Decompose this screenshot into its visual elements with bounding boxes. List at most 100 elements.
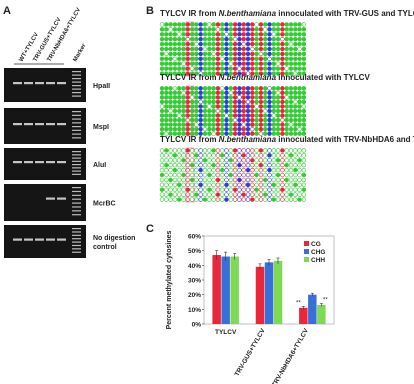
y-axis-label: Percent methylated cytosines [166,230,173,329]
methylation-dot [164,41,169,47]
methylation-dot [159,95,165,100]
methylation-dot [263,71,268,76]
ladder-band [72,167,81,169]
methylation-dot [194,22,199,27]
methylation-dot [258,86,264,91]
methylation-dot [245,192,251,197]
methylation-dot [232,148,238,153]
methylation-dot [288,61,294,66]
methylation-dot [275,56,281,62]
methylation-dot [250,36,255,42]
methylation-dot [288,86,294,91]
methylation-dot [168,61,173,66]
methylation-dot [258,61,264,66]
methylation-dot [211,187,216,192]
methylation-dot [168,36,173,42]
methylation-dot [288,46,294,52]
methylation-dot [172,131,178,136]
enzyme-label: McrBC [93,201,116,208]
methylation-dot [211,32,216,37]
methylation-dot [267,182,272,188]
methylation-dot [250,99,255,105]
methylation-dot [245,71,251,76]
methylation-dot [228,117,234,123]
methylation-dot [267,90,272,96]
methylation-dot [189,117,195,123]
methylation-dot [172,167,178,173]
methylation-dot [301,148,307,153]
methylation-dot [241,86,246,91]
gel-band [46,161,55,164]
methylation-dot [177,32,182,37]
methylation-dot [288,197,294,202]
methylation-dot [250,153,255,158]
methylation-dot [297,122,302,127]
methylation-dot [258,66,264,71]
methylation-dot [194,99,199,105]
methylation-dot [241,167,246,173]
methylation-dot [237,46,242,52]
methylation-dot [267,41,272,47]
methylation-dot [215,51,221,57]
methylation-dot [168,182,173,188]
methylation-dot [284,182,289,188]
methylation-dot [185,22,191,27]
methylation-dot [263,113,268,118]
methylation-dot [258,117,264,123]
methylation-dot [237,86,242,91]
methylation-dot [224,113,229,118]
methylation-dot [228,99,234,105]
methylation-dot [228,126,234,132]
methylation-dot [202,22,208,27]
methylation-dot [267,71,272,76]
methylation-dot [185,113,191,118]
methylation-dot [284,86,289,91]
methylation-dot [237,177,242,183]
methylation-dot [250,108,255,114]
methylation-dot [297,192,302,197]
methylation-dot [232,27,238,32]
methylation-dot [275,192,281,197]
methylation-dot [254,172,259,178]
methylation-dot [232,167,238,173]
methylation-dot [241,27,246,32]
methylation-dot [224,56,229,62]
methylation-dot [288,153,294,158]
methylation-dot [159,158,165,163]
methylation-dot [241,197,246,202]
title-part: TYLCV IR from [160,73,219,82]
methylation-dot [237,153,242,158]
methylation-dot [297,126,302,132]
methylation-dot [250,158,255,163]
methylation-dot [168,51,173,57]
methylation-dot [215,126,221,132]
methylation-dot [215,36,221,42]
methylation-dot [202,162,208,168]
methylation-dot [159,22,165,27]
methylation-dot [275,86,281,91]
methylation-dot [263,61,268,66]
gel-band [35,123,44,126]
methylation-dot [241,95,246,100]
methylation-dot [207,162,212,168]
methylation-dot [271,131,276,136]
title-part: TYLCV IR from [160,9,219,18]
methylation-dot [271,71,276,76]
methylation-dot [198,153,203,158]
methylation-dot [293,36,298,42]
methylation-dot [275,27,281,32]
methylation-dot [164,131,169,136]
methylation-dot [164,197,169,202]
methylation-dot [211,162,216,168]
methylation-dot [254,113,259,118]
significance: ** [296,300,301,306]
methylation-dot [168,172,173,178]
methylation-dot [194,126,199,132]
methylation-dot [194,36,199,42]
methylation-dot [198,177,203,183]
methylation-dot [241,99,246,105]
methylation-dot [232,162,238,168]
methylation-dot [271,113,276,118]
methylation-dot [159,61,165,66]
methylation-dot [194,167,199,173]
